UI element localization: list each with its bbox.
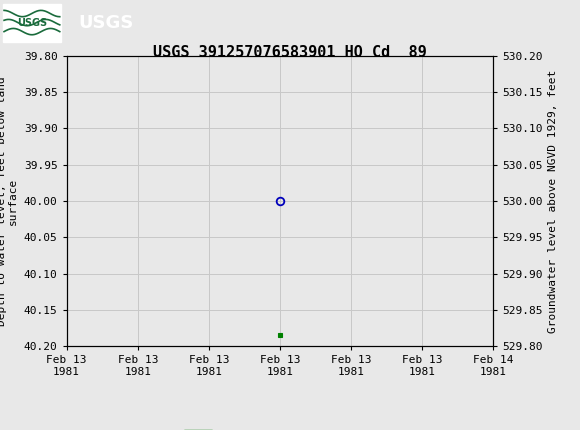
- Text: USGS 391257076583901 HO Cd  89: USGS 391257076583901 HO Cd 89: [153, 45, 427, 60]
- Text: USGS: USGS: [78, 14, 133, 31]
- FancyBboxPatch shape: [3, 3, 61, 42]
- Legend: Period of approved data: Period of approved data: [179, 426, 380, 430]
- Y-axis label: Depth to water level, feet below land
surface: Depth to water level, feet below land su…: [0, 76, 19, 326]
- Y-axis label: Groundwater level above NGVD 1929, feet: Groundwater level above NGVD 1929, feet: [548, 69, 558, 333]
- Text: USGS: USGS: [17, 18, 47, 28]
